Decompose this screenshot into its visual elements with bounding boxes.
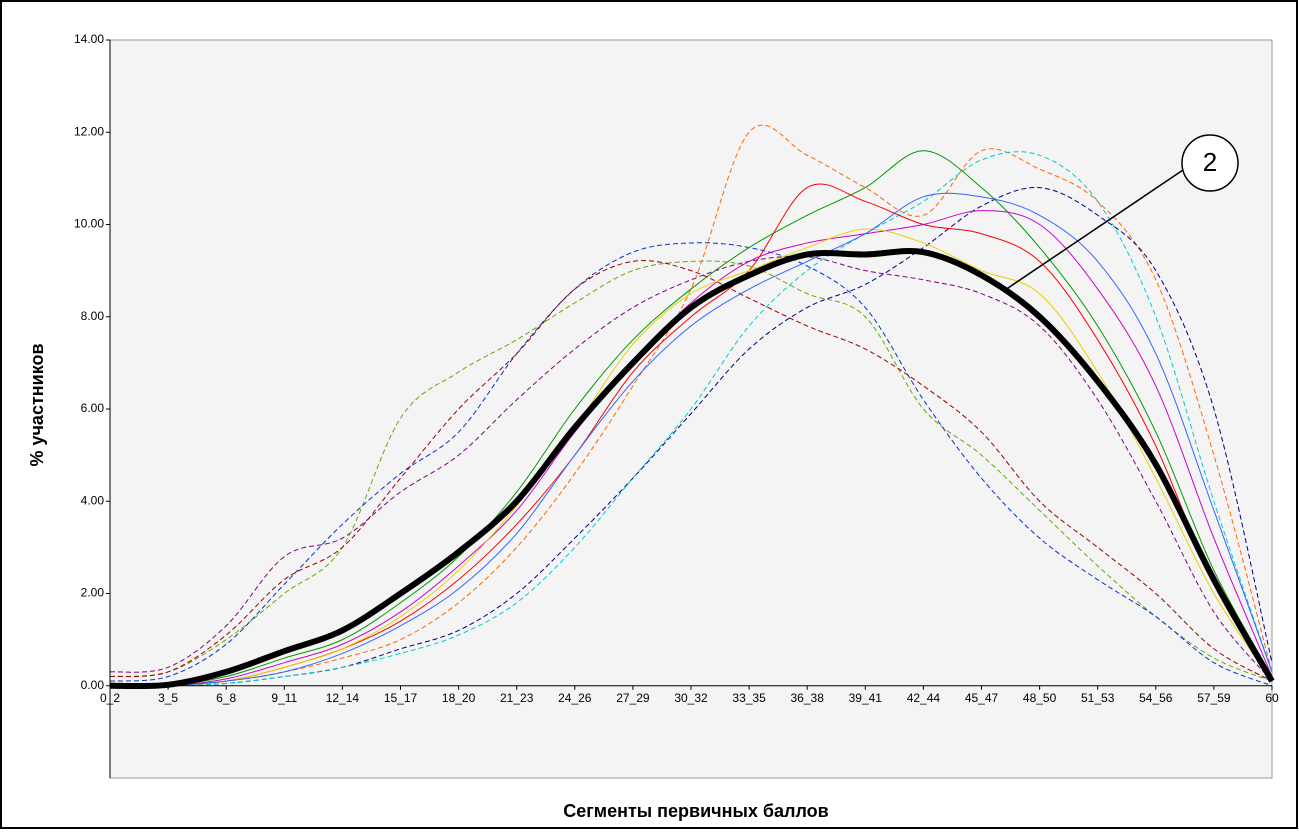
x-tick-label: 21_23 bbox=[500, 691, 534, 705]
y-tick-label: 12.00 bbox=[74, 124, 104, 138]
y-tick-label: 0.00 bbox=[81, 678, 105, 692]
x-tick-label: 3_5 bbox=[158, 691, 178, 705]
lines bbox=[109, 124, 1275, 690]
x-tick-label: 27_29 bbox=[616, 691, 650, 705]
x-tick-label: 51_53 bbox=[1081, 691, 1115, 705]
series-line bbox=[109, 242, 1273, 687]
y-tick-label: 10.00 bbox=[74, 217, 104, 231]
series-line bbox=[109, 255, 1273, 682]
annotation-circle bbox=[1181, 134, 1239, 192]
x-tick-label: 9_11 bbox=[271, 691, 297, 705]
series-line bbox=[109, 151, 1273, 687]
series-line bbox=[109, 124, 1273, 687]
y-axis-title: % участников bbox=[27, 343, 47, 466]
x-tick-label: 33_35 bbox=[732, 691, 766, 705]
x-tick-label: 45_47 bbox=[965, 691, 999, 705]
y-tick-label: 2.00 bbox=[81, 586, 105, 600]
x-tick-label: 39_41 bbox=[849, 691, 883, 705]
series-line bbox=[109, 260, 1273, 682]
annotation: 2 bbox=[1203, 147, 1217, 177]
x-axis-title: Сегменты первичных баллов bbox=[563, 801, 828, 821]
x-tick-label: 60 bbox=[1265, 691, 1279, 705]
series-line bbox=[109, 210, 1273, 687]
y-tick-label: 8.00 bbox=[81, 309, 105, 323]
x-tick-label: 42_44 bbox=[907, 691, 941, 705]
series-line bbox=[109, 260, 1273, 682]
series-line bbox=[109, 150, 1273, 687]
x-tick-label: 12_14 bbox=[326, 691, 360, 705]
series-line bbox=[109, 192, 1273, 687]
x-tick-label: 0_2 bbox=[100, 691, 120, 705]
series-line bbox=[109, 248, 1275, 690]
y-tick-label: 6.00 bbox=[81, 401, 105, 415]
x-tick-label: 24_26 bbox=[558, 691, 592, 705]
x-tick-label: 6_8 bbox=[216, 691, 236, 705]
x-tick-label: 15_17 bbox=[384, 691, 418, 705]
y-tick-label: 4.00 bbox=[81, 493, 105, 507]
x-tick-label: 18_20 bbox=[442, 691, 476, 705]
y-tick-label: 14.00 bbox=[74, 32, 104, 46]
x-tick-label: 30_32 bbox=[674, 691, 708, 705]
leader-line bbox=[1004, 169, 1184, 291]
x-tick-label: 48_50 bbox=[1023, 691, 1057, 705]
x-tick-label: 54_56 bbox=[1139, 691, 1173, 705]
x-tick-label: 57_59 bbox=[1197, 691, 1231, 705]
x-tick-label: 36_38 bbox=[791, 691, 825, 705]
